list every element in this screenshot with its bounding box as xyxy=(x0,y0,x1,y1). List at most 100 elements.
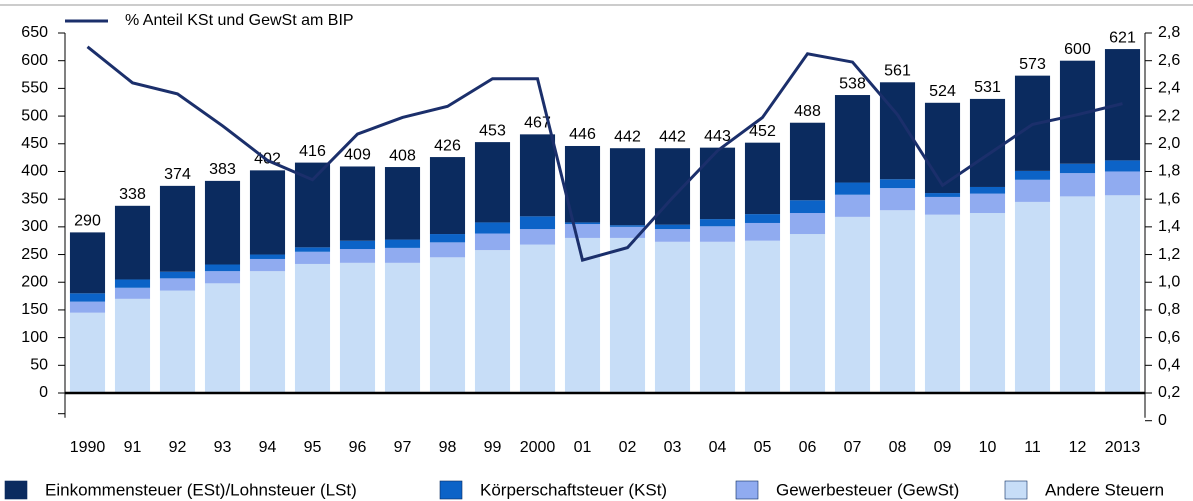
x-tick-label: 04 xyxy=(709,439,727,456)
bar xyxy=(519,134,556,217)
total-label: 446 xyxy=(569,126,596,143)
bar xyxy=(339,166,376,241)
bar xyxy=(1104,195,1141,394)
bar xyxy=(69,293,106,302)
bar xyxy=(789,213,826,235)
bar xyxy=(609,148,646,226)
x-tick-label: 96 xyxy=(349,439,367,456)
total-label: 467 xyxy=(524,115,551,132)
legend-label: Einkommensteuer (ESt)/Lohnsteuer (LSt) xyxy=(45,480,357,499)
bar xyxy=(789,122,826,201)
bar xyxy=(69,232,106,294)
total-label: 426 xyxy=(434,137,461,154)
bar xyxy=(879,82,916,180)
y-tick-label: 0 xyxy=(39,384,48,401)
bar xyxy=(339,240,376,250)
legend-label: Körperschaftsteuer (KSt) xyxy=(480,480,667,499)
y-tick-label: 150 xyxy=(21,301,48,318)
bar xyxy=(609,225,646,227)
y2-tick-label: 1,4 xyxy=(1158,218,1180,235)
bar xyxy=(429,157,466,235)
total-label: 531 xyxy=(974,79,1001,96)
total-label: 600 xyxy=(1064,41,1091,58)
total-label: 524 xyxy=(929,83,956,100)
bar xyxy=(204,180,241,265)
total-label: 383 xyxy=(209,161,236,178)
y-tick-label: 100 xyxy=(21,329,48,346)
bar xyxy=(474,250,511,394)
total-label: 443 xyxy=(704,128,731,145)
y2-tick-label: 2,0 xyxy=(1158,135,1180,152)
bar xyxy=(699,147,736,220)
total-label: 409 xyxy=(344,147,371,164)
y-tick-label: 600 xyxy=(21,52,48,69)
legend-label: Andere Steuern xyxy=(1045,480,1164,499)
bar xyxy=(249,271,286,394)
bar xyxy=(249,254,286,259)
x-tick-label: 93 xyxy=(214,439,232,456)
y2-tick-label: 0,6 xyxy=(1158,329,1180,346)
bar xyxy=(204,264,241,272)
bar xyxy=(474,222,511,234)
y2-tick-label: 0,4 xyxy=(1158,357,1180,374)
total-label: 374 xyxy=(164,166,191,183)
bar xyxy=(834,182,871,195)
bar xyxy=(969,213,1006,394)
bar xyxy=(159,278,196,291)
x-tick-label: 01 xyxy=(574,439,592,456)
total-label: 561 xyxy=(884,63,911,80)
total-label: 442 xyxy=(659,128,686,145)
y2-tick-label: 0,8 xyxy=(1158,301,1180,318)
bar xyxy=(69,301,106,313)
bar xyxy=(654,224,691,230)
total-label: 452 xyxy=(749,123,776,140)
bar xyxy=(564,224,601,238)
bar xyxy=(294,251,331,264)
y-tick-label: 500 xyxy=(21,107,48,124)
bar xyxy=(654,241,691,394)
bar xyxy=(834,216,871,394)
bar xyxy=(879,179,916,189)
bar xyxy=(1104,160,1141,172)
bar xyxy=(339,249,376,263)
bar xyxy=(699,219,736,227)
bar xyxy=(969,98,1006,187)
x-tick-label: 95 xyxy=(304,439,322,456)
bar xyxy=(519,229,556,245)
x-tick-label: 94 xyxy=(259,439,277,456)
y-tick-label: 400 xyxy=(21,163,48,180)
bar xyxy=(834,95,871,183)
bar xyxy=(744,240,781,394)
bar xyxy=(384,167,421,240)
total-label: 442 xyxy=(614,128,641,145)
bar xyxy=(744,142,781,215)
bar xyxy=(294,263,331,394)
bar xyxy=(249,258,286,272)
y2-tick-label: 2,6 xyxy=(1158,52,1180,69)
total-label: 338 xyxy=(119,186,146,203)
bar xyxy=(249,170,286,255)
bar xyxy=(159,271,196,279)
legend-swatch xyxy=(735,480,759,500)
y2-tick-label: 1,0 xyxy=(1158,273,1180,290)
total-label: 408 xyxy=(389,147,416,164)
bar xyxy=(699,241,736,394)
x-tick-label: 02 xyxy=(619,439,637,456)
x-tick-label: 08 xyxy=(889,439,907,456)
x-tick-label: 12 xyxy=(1069,439,1087,456)
legend-label: Gewerbesteuer (GewSt) xyxy=(776,480,959,499)
bar xyxy=(564,222,601,225)
bar xyxy=(789,200,826,214)
bar xyxy=(1014,179,1051,202)
bar xyxy=(834,194,871,217)
x-tick-label: 09 xyxy=(934,439,952,456)
x-tick-label: 98 xyxy=(439,439,457,456)
y2-tick-label: 2,4 xyxy=(1158,80,1180,97)
x-tick-label: 99 xyxy=(484,439,502,456)
x-tick-label: 05 xyxy=(754,439,772,456)
bar xyxy=(1014,170,1051,180)
bar xyxy=(924,193,961,197)
x-tick-label: 10 xyxy=(979,439,997,456)
bar xyxy=(1014,201,1051,394)
